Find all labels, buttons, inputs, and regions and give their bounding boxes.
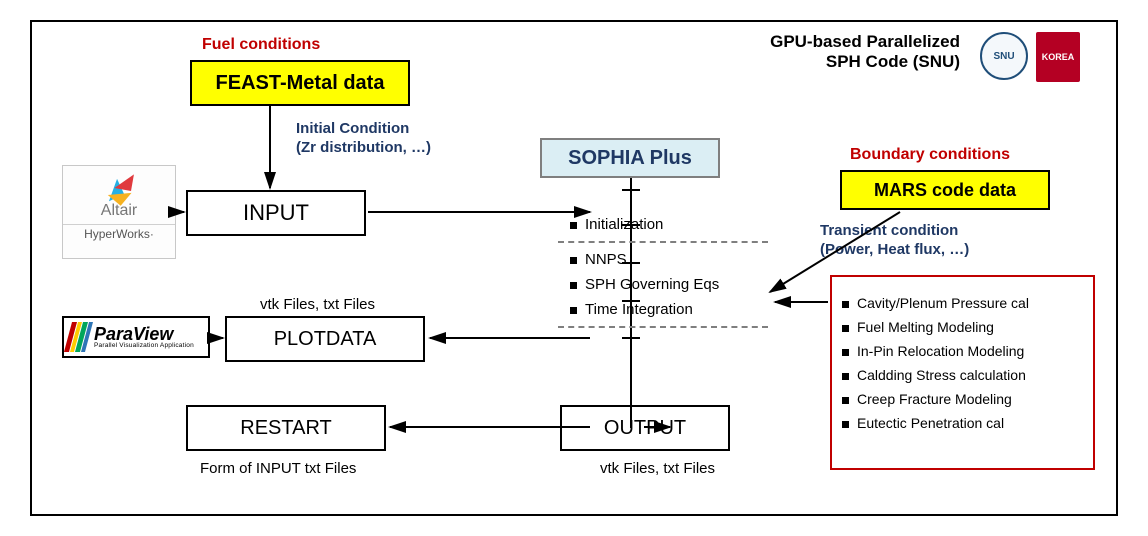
model-5: Eutectic Penetration cal <box>857 415 1004 431</box>
diagram-canvas: GPU-based Parallelized SPH Code (SNU) SN… <box>0 0 1148 536</box>
plotdata-label: PLOTDATA <box>274 328 377 351</box>
initial-condition-label: Initial Condition (Zr distribution, …) <box>296 120 431 158</box>
fuel-conditions-label: Fuel conditions <box>202 36 320 54</box>
model-3: Caldding Stress calculation <box>857 367 1026 383</box>
vtk-files-top: vtk Files, txt Files <box>260 296 375 313</box>
boundary-conditions-label: Boundary conditions <box>850 146 1010 164</box>
step-0: Initialization <box>585 216 663 233</box>
sophia-box: SOPHIA Plus <box>540 138 720 178</box>
vtk-files-bottom: vtk Files, txt Files <box>600 460 715 477</box>
badges: SNU KOREA <box>980 32 1080 82</box>
mars-box: MARS code data <box>840 170 1050 210</box>
model-4: Creep Fracture Modeling <box>857 391 1012 407</box>
transient-condition-label: Transient condition (Power, Heat flux, …… <box>820 222 969 260</box>
altair-logo-icon: ◢ ◢ ◢ <box>102 170 136 200</box>
step-1: NNPS <box>585 251 627 268</box>
model-0: Cavity/Plenum Pressure cal <box>857 295 1029 311</box>
paraview-logo-icon <box>64 322 94 352</box>
header-line1: GPU-based Parallelized <box>740 32 960 52</box>
korea-badge-icon: KOREA <box>1036 32 1080 82</box>
model-2: In-Pin Relocation Modeling <box>857 343 1024 359</box>
output-label: OUTPUT <box>604 417 686 440</box>
paraview-sub: Parallel Visualization Application <box>94 343 194 350</box>
paraview-text: ParaView Parallel Visualization Applicat… <box>94 325 194 350</box>
restart-label: RESTART <box>240 417 332 440</box>
output-box: OUTPUT <box>560 405 730 451</box>
transient-l1: Transient condition <box>820 222 969 241</box>
paraview-main: ParaView <box>94 325 194 343</box>
header-text: GPU-based Parallelized SPH Code (SNU) <box>740 32 960 72</box>
initial-condition-l2: (Zr distribution, …) <box>296 139 431 158</box>
feast-label: FEAST-Metal data <box>216 72 385 95</box>
restart-note: Form of INPUT txt Files <box>200 460 356 477</box>
initial-condition-l1: Initial Condition <box>296 120 431 139</box>
input-label: INPUT <box>243 200 309 226</box>
input-box: INPUT <box>186 190 366 236</box>
restart-box: RESTART <box>186 405 386 451</box>
step-2: SPH Governing Eqs <box>585 276 719 293</box>
header-line2: SPH Code (SNU) <box>740 52 960 72</box>
paraview-box: ParaView Parallel Visualization Applicat… <box>62 316 210 358</box>
model-1: Fuel Melting Modeling <box>857 319 994 335</box>
step-3: Time Integration <box>585 301 693 318</box>
models-panel: Cavity/Plenum Pressure cal Fuel Melting … <box>830 275 1095 470</box>
feast-box: FEAST-Metal data <box>190 60 410 106</box>
snu-badge-icon: SNU <box>980 32 1028 80</box>
sophia-label: SOPHIA Plus <box>568 147 692 170</box>
altair-box: ◢ ◢ ◢ Altair HyperWorks· <box>62 165 176 259</box>
plotdata-box: PLOTDATA <box>225 316 425 362</box>
sph-steps: Initialization NNPS SPH Governing Eqs Ti… <box>570 208 790 334</box>
mars-label: MARS code data <box>874 180 1016 201</box>
transient-l2: (Power, Heat flux, …) <box>820 241 969 260</box>
altair-sub: HyperWorks· <box>63 224 175 241</box>
